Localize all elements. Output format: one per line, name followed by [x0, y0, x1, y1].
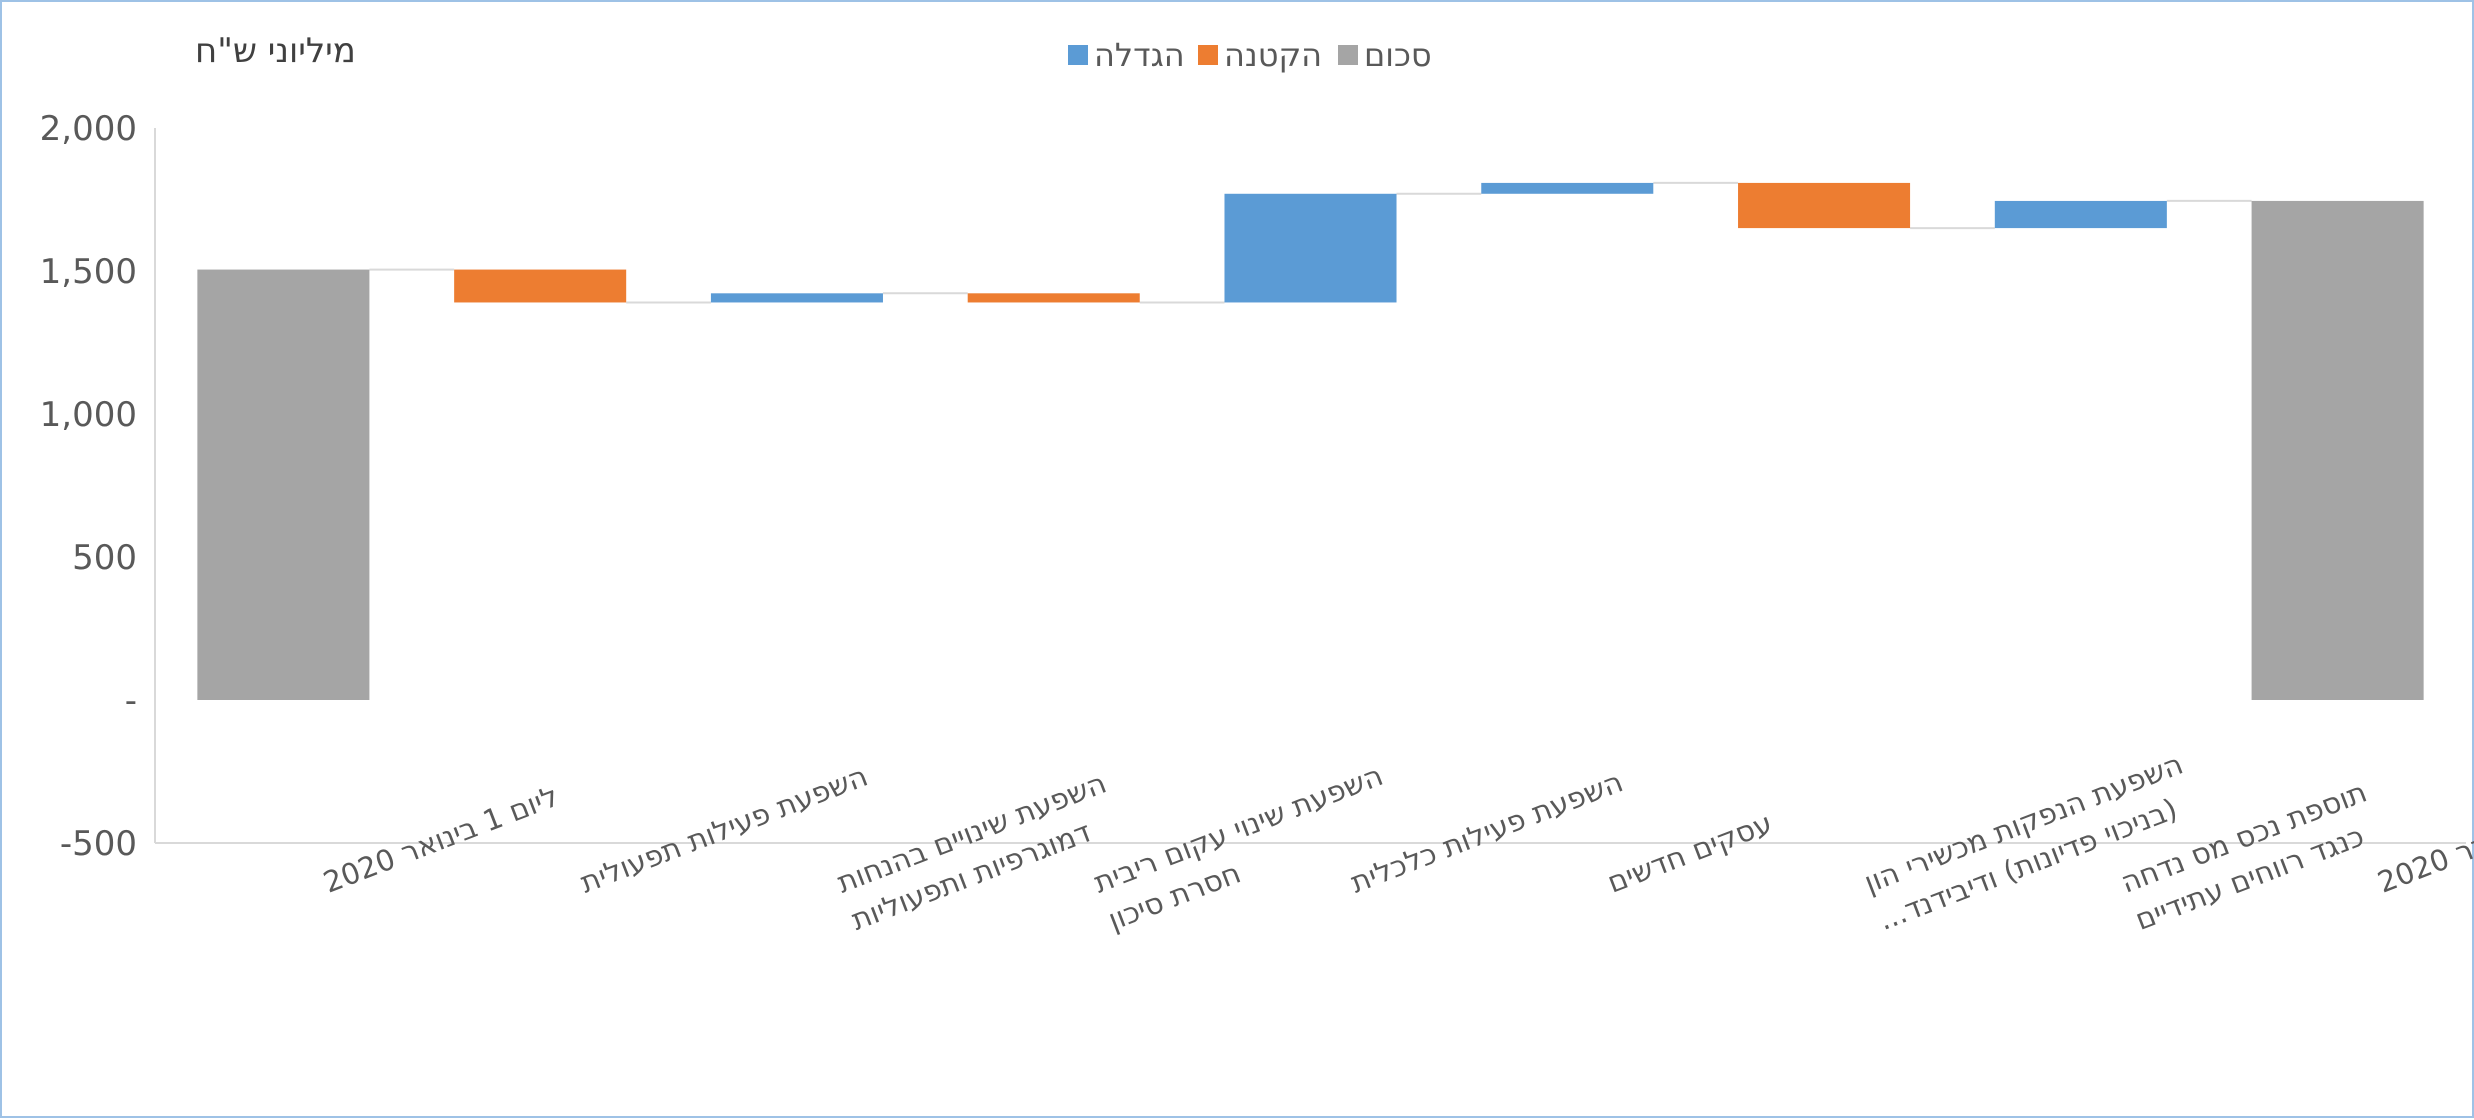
category-label-line: עסקים חדשים: [1603, 806, 1777, 900]
decrease-legend-swatch: [1198, 45, 1218, 65]
increase-bar: [1224, 193, 1397, 303]
increase-bar: [1994, 200, 2167, 229]
category-label-line: השפעת פעילות תפעולית: [576, 759, 873, 900]
category-label: השפעת פעילות תפעולית: [576, 759, 873, 900]
increase-legend-swatch: [1068, 45, 1088, 65]
decrease-bar: [967, 293, 1140, 303]
decrease-bar: [454, 269, 627, 303]
y-tick-label: -500: [60, 824, 137, 864]
category-label: ליום 31 בדצמבר 2020: [2373, 764, 2474, 900]
category-label-line: ליום 31 בדצמבר 2020: [2373, 764, 2474, 900]
category-label: עסקים חדשים: [1603, 806, 1777, 900]
unit-label: מיליוני ש"ח: [195, 31, 356, 71]
category-label: ליום 1 בינואר 2020: [319, 779, 563, 900]
y-tick-label: -: [125, 681, 137, 721]
bars: [197, 182, 2424, 700]
x-axis-labels: ליום 1 בינואר 2020 השפעת פעילות תפעוליתהש…: [319, 747, 2474, 937]
decrease-bar: [1738, 182, 1911, 229]
total-legend-swatch: [1338, 45, 1358, 65]
category-label-line: ליום 1 בינואר 2020: [319, 779, 563, 900]
increase-legend-label: הגדלה: [1094, 36, 1185, 74]
legend: הגדלה הקטנה סכום: [1068, 36, 1432, 74]
category-label-line: השפעת פעילות כלכלית: [1346, 764, 1628, 899]
axes: 2,000 1,500 1,000 500 - -500: [40, 109, 2466, 864]
category-label: השפעת פעילות כלכלית: [1346, 764, 1628, 899]
total-legend-label: סכום: [1364, 36, 1432, 74]
decrease-legend-label: הקטנה: [1224, 36, 1322, 74]
connector-lines: [369, 181, 2252, 304]
y-tick-label: 500: [72, 538, 137, 578]
increase-bar: [710, 293, 883, 303]
y-tick-label: 2,000: [40, 109, 137, 149]
increase-bar: [1481, 182, 1654, 194]
total-bar: [2251, 200, 2424, 700]
y-tick-label: 1,500: [40, 252, 137, 292]
y-tick-label: 1,000: [40, 395, 137, 435]
total-bar: [197, 269, 370, 700]
